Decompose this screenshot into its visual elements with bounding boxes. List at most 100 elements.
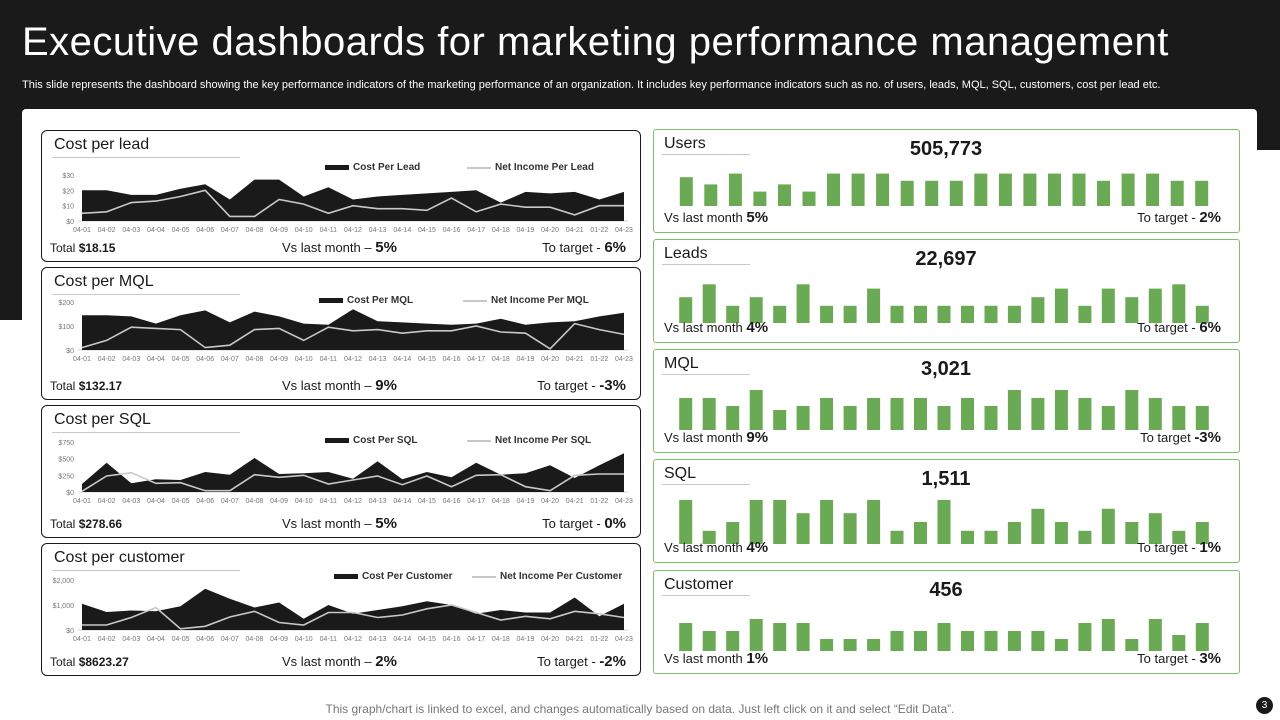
vs-label: Vs last month — [664, 320, 743, 335]
mql-kpi-panel[interactable]: MQL 3,021 Vs last month 9% To target -3% — [653, 349, 1240, 453]
cost-per-customer-chart: $0 $1,000 $2,000 04-01 04-02 04-03 04-04 04-05 0… — [53, 578, 633, 643]
users-bar-chart — [679, 173, 1209, 206]
bar — [802, 191, 816, 206]
bar — [726, 305, 740, 323]
vs-last-month-stat: Vs last month 1% — [664, 650, 768, 667]
customer-kpi-panel[interactable]: Customer 456 Vs last month 1% To target … — [653, 570, 1240, 674]
y-tick-label: $200 — [58, 300, 74, 307]
bar — [867, 398, 881, 430]
vs-last-month-stat: Vs last month – 9% — [282, 377, 397, 394]
x-tick-label: 01-22 — [590, 498, 608, 505]
panel-title: Cost per lead — [54, 136, 150, 153]
cost-per-sql-chart: $0 $250 $500 $750 04-01 04-02 04-03 04-04 04-05 0… — [58, 440, 633, 505]
x-tick-label: 04-07 — [221, 498, 239, 505]
total-label: Total — [50, 241, 76, 255]
page-title: Executive dashboards for marketing perfo… — [22, 20, 1169, 64]
panel-title: Cost per customer — [54, 549, 185, 566]
target-value: 1% — [1199, 539, 1221, 556]
bar — [1007, 522, 1021, 544]
bar — [867, 639, 881, 651]
to-target-stat: To target - 0% — [542, 515, 626, 532]
sql-kpi-panel[interactable]: SQL 1,511 Vs last month 4% To target - 1… — [653, 459, 1240, 563]
bar — [900, 180, 914, 206]
x-tick-label: 04-12 — [344, 356, 362, 363]
vs-value: 1% — [746, 650, 769, 667]
x-tick-label: 04-15 — [418, 356, 436, 363]
y-tick-label: $0 — [66, 490, 74, 497]
kpi-value: 456 — [929, 579, 963, 601]
bar — [1125, 297, 1139, 323]
bar — [1195, 406, 1209, 430]
total-label: Total — [50, 655, 76, 669]
legend-line — [467, 439, 491, 442]
cost-per-customer-panel[interactable]: Cost per customer Cost Per Customer Net … — [41, 543, 641, 676]
x-tick-label: 04-21 — [566, 227, 584, 234]
bar — [1101, 406, 1115, 430]
bar — [1048, 173, 1061, 206]
x-tick-label: 04-17 — [467, 227, 485, 234]
cost-per-mql-panel[interactable]: Cost per MQL Cost Per MQL Net Income Per… — [41, 267, 641, 400]
bar — [1031, 631, 1045, 651]
target-label: To target - — [537, 654, 596, 669]
legend-line — [467, 166, 491, 169]
x-tick-label: 04-20 — [541, 498, 559, 505]
bar — [1101, 288, 1115, 323]
bar — [1023, 173, 1037, 206]
vs-value: 4% — [746, 319, 769, 336]
page-subtitle: This slide represents the dashboard show… — [22, 79, 1161, 91]
legend-swatch — [325, 438, 349, 443]
bar — [773, 410, 787, 430]
bar — [1172, 635, 1186, 651]
x-tick-label: 04-23 — [615, 498, 633, 505]
bar — [1148, 288, 1162, 323]
x-tick-label: 04-14 — [393, 356, 411, 363]
x-tick-label: 04-10 — [295, 356, 313, 363]
x-tick-label: 04-12 — [344, 498, 362, 505]
bar — [925, 180, 939, 206]
cost-per-sql-panel[interactable]: Cost per SQL Cost Per SQL Net Income Per… — [41, 405, 641, 538]
bar — [1072, 173, 1086, 206]
bar — [796, 406, 810, 430]
panel-title: Cost per SQL — [54, 411, 151, 428]
x-tick-label: 04-05 — [172, 227, 190, 234]
total-stat: Total $132.17 — [50, 379, 122, 393]
legend-item-area: Cost Per MQL — [319, 295, 413, 306]
legend-label: Cost Per Customer — [362, 571, 453, 582]
legend-item-line: Net Income Per MQL — [463, 295, 589, 306]
legend-line — [472, 575, 496, 578]
kpi-value: 1,511 — [921, 468, 971, 490]
x-tick-label: 04-02 — [98, 498, 116, 505]
vs-label: Vs last month — [664, 210, 743, 225]
bar — [778, 184, 791, 206]
bar — [1054, 522, 1068, 544]
leads-kpi-panel[interactable]: Leads 22,697 Vs last month 4% To target … — [653, 239, 1240, 343]
legend-swatch — [319, 298, 343, 303]
x-tick-label: 04-14 — [393, 498, 411, 505]
x-tick-label: 04-15 — [418, 498, 436, 505]
cost-per-lead-chart: $0 $10 $20 $30 04-01 04-02 04-03 04-04 04-05 04-0… — [62, 173, 633, 234]
vs-label: Vs last month — [664, 430, 743, 445]
legend-label: Cost Per SQL — [353, 435, 418, 446]
bar — [679, 297, 693, 323]
x-tick-label: 04-18 — [492, 227, 510, 234]
title-underline — [662, 484, 750, 485]
area-series-cost-per-lead — [82, 179, 624, 221]
users-kpi-panel[interactable]: Users 505,773 Vs last month 5% To target… — [653, 129, 1240, 233]
kpi-value: 505,773 — [909, 138, 983, 160]
target-label: To target - — [542, 240, 601, 255]
footnote: This graph/chart is linked to excel, and… — [325, 702, 955, 716]
customer-bar-chart — [679, 619, 1209, 651]
bar — [796, 513, 810, 544]
target-label: To target - — [1137, 651, 1196, 666]
total-stat: Total $278.66 — [50, 517, 122, 531]
x-tick-label: 04-06 — [196, 636, 214, 643]
target-label: To target - — [1137, 210, 1196, 225]
x-tick-label: 04-21 — [566, 498, 584, 505]
x-tick-label: 04-23 — [615, 356, 633, 363]
bar — [890, 305, 904, 323]
page-number: 3 — [1256, 697, 1273, 714]
x-tick-label: 04-03 — [122, 636, 140, 643]
bar — [796, 623, 810, 651]
x-tick-label: 04-14 — [393, 227, 411, 234]
cost-per-lead-panel[interactable]: Cost per lead Cost Per Lead Net Income P… — [41, 130, 641, 262]
